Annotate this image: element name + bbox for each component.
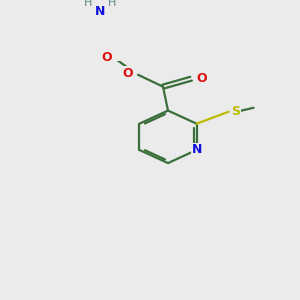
Text: O: O (122, 67, 133, 80)
Text: S: S (232, 105, 241, 118)
Text: N: N (95, 4, 105, 18)
Text: H: H (84, 0, 92, 8)
Text: O: O (196, 72, 207, 85)
Text: O: O (102, 51, 112, 64)
Text: N: N (191, 143, 202, 157)
Text: H: H (108, 0, 116, 8)
